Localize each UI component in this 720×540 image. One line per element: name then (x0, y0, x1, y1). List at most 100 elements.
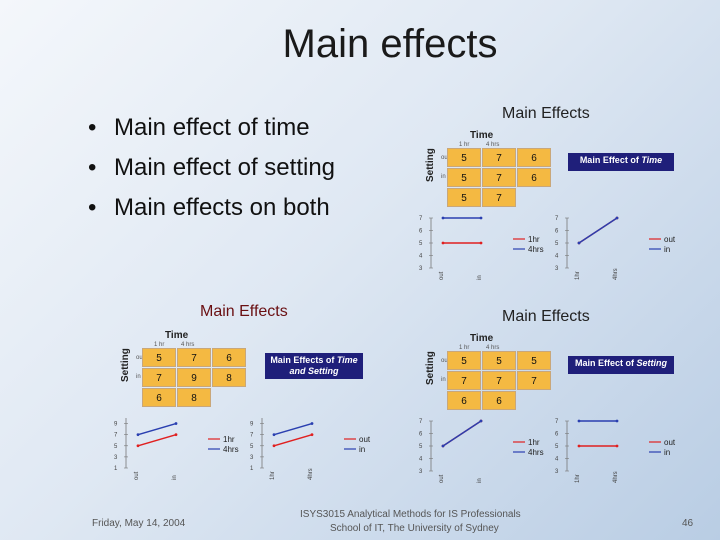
effect-note: Main Effect of Setting (568, 356, 674, 374)
table-cell: 7 (447, 371, 481, 390)
x-tick-label: in (172, 475, 178, 480)
y-tick-label: 7 (114, 433, 118, 439)
series-line-out (273, 433, 313, 447)
data-point (272, 444, 276, 448)
data-point (310, 433, 314, 437)
footer-date: Friday, May 14, 2004 (92, 518, 186, 529)
panel-setting-effect: Main Effects Setting Time 1 hr 4 hrs out in 5 5 5… (415, 303, 705, 488)
table-cell: 7 (142, 368, 176, 387)
series-line-in (578, 217, 618, 244)
x-tick-label: 1hr (575, 271, 581, 280)
legend-label: out (664, 438, 676, 447)
data-point (136, 433, 140, 437)
data-point (479, 216, 483, 220)
legend-label: in (664, 448, 670, 457)
table-cell: 8 (212, 368, 246, 387)
x-tick-label: 4hrs (613, 471, 619, 483)
y-tick-label: 5 (555, 241, 559, 247)
panel-both-effects: Main Effects Setting Time 1 hr 4 hrs out in 5 7 6… (110, 300, 400, 490)
footer-school: School of IT, The University of Sydney (330, 523, 499, 534)
table-cell: 9 (177, 368, 211, 387)
x-tick-label: in (477, 478, 483, 483)
y-tick-label: 5 (555, 444, 559, 450)
y-tick-label: 3 (555, 266, 559, 272)
table-cell: 6 (142, 388, 176, 407)
y-tick-label: 3 (419, 266, 423, 272)
table-cell: 5 (447, 148, 481, 167)
legend-label: 1hr (528, 235, 540, 244)
table-cell: 7 (177, 348, 211, 367)
legend-label: out (359, 435, 371, 444)
y-tick-label: 5 (250, 444, 254, 450)
data-point (577, 419, 581, 423)
effect-note: Main Effect of Time (568, 153, 674, 171)
effect-note: Main Effects of Time and Setting (265, 353, 363, 379)
setting-label: Setting (425, 148, 436, 182)
y-tick-label: 9 (250, 422, 254, 428)
data-point (272, 433, 276, 437)
effect-note-emphasis: Setting (636, 358, 668, 368)
data-point (441, 216, 445, 220)
table-cell: 6 (212, 348, 246, 367)
legend-label: out (664, 235, 676, 244)
data-point (615, 444, 619, 448)
data-point (479, 419, 483, 423)
table-cell: 6 (447, 391, 481, 410)
panel-time-effect: Main Effects Setting Time 1 hr 4 hrs out in 5 7 6… (415, 100, 705, 280)
y-tick-label: 3 (419, 469, 423, 475)
table-cell: 6 (482, 391, 516, 410)
table-cell: 7 (482, 371, 516, 390)
bullet-item: • Main effects on both (88, 194, 330, 221)
bullet-list: • Main effect of time • Main effect of set… (88, 108, 335, 228)
y-tick-label: 6 (555, 229, 559, 235)
y-tick-label: 3 (114, 455, 118, 461)
table-cell: 7 (482, 168, 516, 187)
row-label: in (441, 377, 446, 383)
y-tick-label: 3 (555, 469, 559, 475)
table-cell: 5 (447, 188, 481, 207)
row-label: out (136, 355, 145, 361)
setting-label: Setting (425, 351, 436, 385)
bullet-item: • Main effect of time (88, 114, 310, 141)
col-label: 1 hr (459, 345, 470, 351)
y-tick-label: 6 (555, 432, 559, 438)
col-label: 1 hr (154, 342, 165, 348)
panel-title: Main Effects (502, 105, 590, 122)
legend-label: 4hrs (223, 445, 239, 454)
y-tick-label: 5 (419, 444, 423, 450)
row-label: out (441, 155, 450, 161)
table-cell: 6 (517, 148, 551, 167)
legend-label: 1hr (528, 438, 540, 447)
table-cell: 5 (142, 348, 176, 367)
y-tick-label: 1 (250, 466, 254, 472)
y-tick-label: 3 (250, 455, 254, 461)
x-tick-label: out (134, 471, 140, 480)
table-cell: 6 (517, 168, 551, 187)
table-cell: 8 (177, 388, 211, 407)
y-tick-label: 7 (419, 216, 423, 222)
row-label: in (136, 374, 141, 380)
col-label: 4 hrs (486, 345, 500, 351)
series-line-4hrs (442, 420, 482, 447)
col-label: 4 hrs (486, 142, 500, 148)
y-tick-label: 5 (419, 241, 423, 247)
data-point (479, 241, 483, 245)
row-label: in (441, 174, 446, 180)
bullet-item: • Main effect of setting (88, 154, 336, 181)
time-label: Time (165, 330, 189, 341)
y-tick-label: 6 (419, 432, 423, 438)
y-tick-label: 4 (555, 254, 559, 260)
series-line-in (273, 422, 313, 436)
table-cell: 5 (447, 351, 481, 370)
table-cell: 5 (517, 351, 551, 370)
table-cell: 5 (447, 168, 481, 187)
y-tick-label: 6 (419, 229, 423, 235)
x-tick-label: out (439, 474, 445, 483)
y-tick-label: 7 (419, 419, 423, 425)
